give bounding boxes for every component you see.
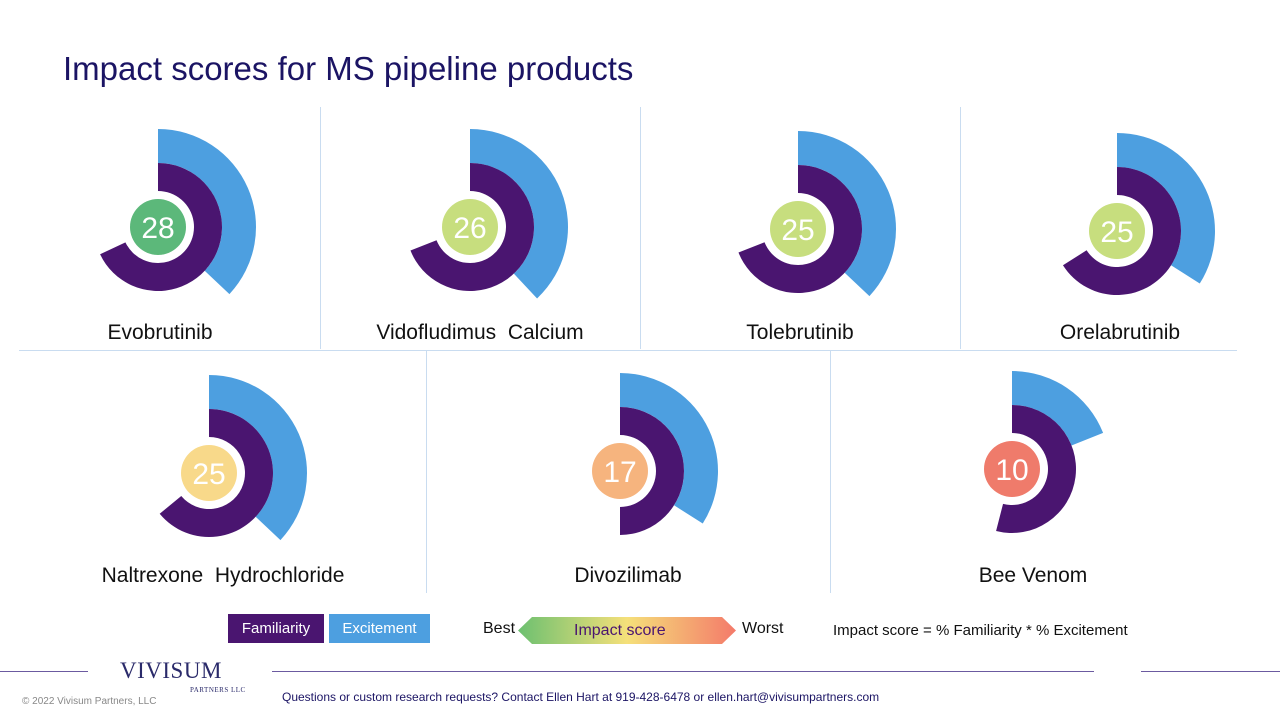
radial-chart-7: 10 Bee Venom bbox=[979, 371, 1104, 587]
radial-chart-4: 25 Orelabrutinib bbox=[1060, 133, 1215, 344]
grid-divider bbox=[960, 107, 961, 349]
familiarity-arc bbox=[620, 407, 684, 535]
familiarity-arc bbox=[738, 165, 863, 293]
familiarity-arc bbox=[100, 163, 222, 291]
grid-divider bbox=[19, 350, 1237, 351]
radial-chart-1: 28 Evobrutinib bbox=[100, 129, 256, 344]
formula-note: Impact score = % Familiarity * % Excitem… bbox=[833, 622, 1128, 639]
footer-rule-right bbox=[1141, 671, 1280, 672]
score-circle bbox=[181, 445, 237, 501]
scale-best-label: Best bbox=[483, 620, 516, 637]
product-name-label: Naltrexone Hydrochloride bbox=[102, 564, 345, 587]
page-title: Impact scores for MS pipeline products bbox=[63, 50, 634, 87]
impact-score-label: 25 bbox=[192, 458, 225, 491]
impact-score-label: 10 bbox=[995, 454, 1028, 487]
score-circle bbox=[130, 199, 186, 255]
grid-divider bbox=[830, 351, 831, 593]
score-circle bbox=[770, 201, 826, 257]
grid-divider bbox=[640, 107, 641, 349]
copyright: © 2022 Vivisum Partners, LLC bbox=[22, 696, 157, 707]
familiarity-arc bbox=[996, 405, 1076, 534]
legend-excitement: Excitement bbox=[329, 614, 430, 643]
excitement-arc bbox=[158, 129, 256, 295]
impact-score-label: 25 bbox=[1100, 216, 1133, 249]
familiarity-arc bbox=[410, 163, 534, 291]
legend-familiarity: Familiarity bbox=[228, 614, 324, 643]
score-circle bbox=[442, 199, 498, 255]
impact-score-label: 26 bbox=[453, 212, 486, 245]
excitement-arc bbox=[620, 373, 718, 524]
scale-label: Impact score bbox=[574, 622, 666, 639]
impact-scale-arrow bbox=[518, 617, 736, 644]
product-name-label: Tolebrutinib bbox=[746, 321, 853, 344]
excitement-arc bbox=[1117, 133, 1215, 284]
product-name-label: Vidofludimus Calcium bbox=[376, 321, 583, 344]
product-name-label: Divozilimab bbox=[574, 564, 681, 587]
product-name-label: Evobrutinib bbox=[107, 321, 212, 344]
radial-chart-5: 25 Naltrexone Hydrochloride bbox=[102, 375, 345, 587]
logo-subtext: PARTNERS LLC bbox=[190, 686, 246, 694]
vivisum-logo: VIVISUM PARTNERS LLC bbox=[120, 658, 245, 694]
contact-info: Questions or custom research requests? C… bbox=[282, 690, 880, 704]
radial-chart-3: 25 Tolebrutinib bbox=[738, 131, 896, 344]
score-circle bbox=[984, 441, 1040, 497]
grid-divider bbox=[320, 107, 321, 349]
product-name-label: Bee Venom bbox=[979, 564, 1088, 587]
familiarity-arc bbox=[1062, 167, 1182, 295]
radial-chart-2: 26 Vidofludimus Calcium bbox=[376, 129, 584, 344]
footer-rule-left bbox=[0, 671, 88, 672]
excitement-arc bbox=[470, 129, 568, 299]
grid-divider bbox=[426, 351, 427, 593]
impact-score-label: 25 bbox=[781, 214, 814, 247]
excitement-arc bbox=[1012, 371, 1104, 446]
radial-chart-6: 17 Divozilimab bbox=[574, 373, 718, 587]
familiarity-arc bbox=[159, 409, 273, 537]
score-circle bbox=[592, 443, 648, 499]
excitement-arc bbox=[798, 131, 896, 297]
footer-rule-middle bbox=[272, 671, 1094, 672]
impact-score-label: 17 bbox=[603, 456, 636, 489]
logo-text: VIVISUM bbox=[120, 658, 222, 683]
product-name-label: Orelabrutinib bbox=[1060, 321, 1180, 344]
excitement-arc bbox=[209, 375, 308, 541]
impact-score-label: 28 bbox=[141, 212, 174, 245]
score-circle bbox=[1089, 203, 1145, 259]
scale-worst-label: Worst bbox=[742, 620, 784, 637]
